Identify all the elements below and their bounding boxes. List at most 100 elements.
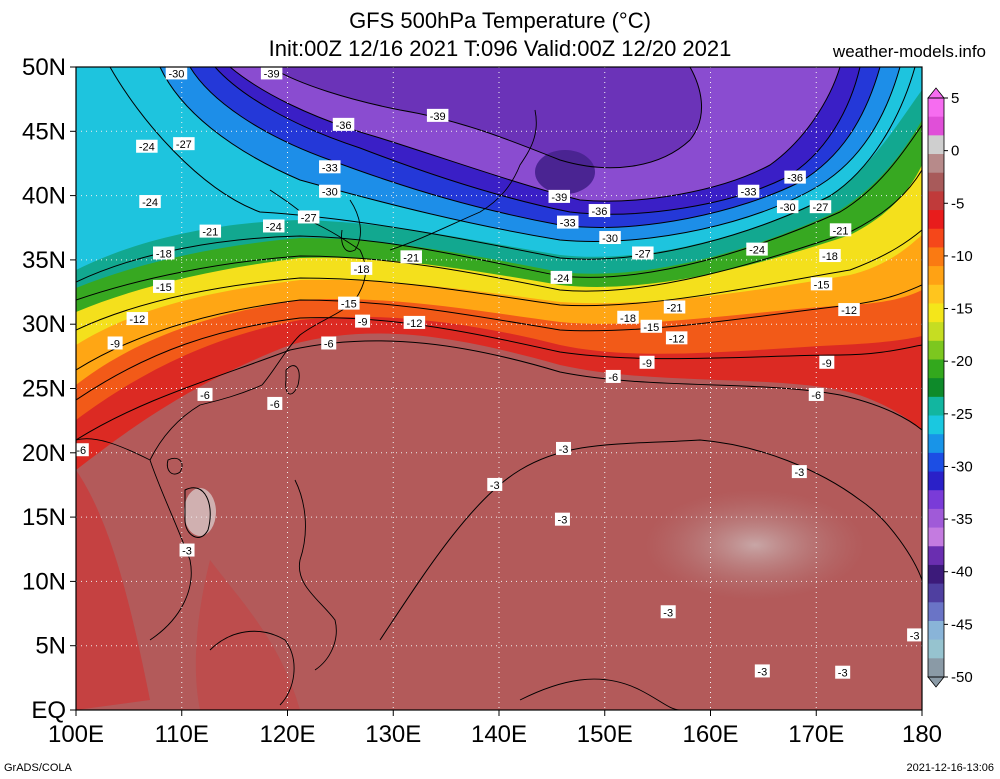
- contour-label-box: [640, 319, 663, 333]
- contour-label-box: [332, 117, 355, 131]
- contour-label: -30: [602, 233, 618, 245]
- colorbar-swatch: [928, 415, 944, 435]
- coast-japan: [389, 109, 537, 251]
- contour-label: -36: [592, 206, 608, 218]
- contour-minus9: [76, 317, 922, 401]
- warm-patch-sw: [76, 470, 150, 710]
- colorbar-swatch: [928, 340, 944, 360]
- colorbar-frame: [927, 97, 945, 678]
- colorbar-tick-label: -25: [951, 406, 973, 423]
- colorbar-swatch: [928, 564, 944, 585]
- contour-minus33: [214, 67, 861, 215]
- contour-label: -9: [642, 358, 652, 370]
- lat-tick-label: 45N: [22, 118, 66, 145]
- colorbar-swatch: [928, 284, 944, 304]
- contour-label-box: [550, 270, 573, 284]
- coast-korea: [341, 199, 361, 252]
- contour-label: -3: [558, 515, 568, 527]
- contour-label-box: [107, 336, 123, 350]
- lat-tick-label: 10N: [22, 568, 66, 595]
- colorbar-swatch: [928, 583, 944, 603]
- colorbar-swatch: [928, 247, 944, 267]
- contour-minus36: [229, 67, 841, 202]
- contour-label: -3: [663, 607, 673, 619]
- coast-taiwan: [285, 365, 300, 395]
- coast-borneo: [209, 630, 295, 706]
- colorbar-swatch: [928, 303, 944, 323]
- contour-label: -6: [811, 390, 821, 402]
- lat-tick-label: 50N: [22, 54, 66, 81]
- contour-minus24: [109, 67, 916, 260]
- lat-tick-label: 15N: [22, 504, 66, 531]
- contour-label-box: [165, 66, 188, 80]
- contour-label-box: [139, 195, 161, 209]
- colorbar-swatch: [928, 639, 944, 659]
- colorbar-swatch: [928, 116, 944, 136]
- colorbar-swatch: [928, 602, 944, 622]
- coast-vietnam: [149, 459, 192, 641]
- contour-label-box: [297, 210, 320, 224]
- colorbar-swatch: [928, 172, 944, 192]
- contour-label-box: [153, 279, 175, 293]
- colorbar-swatch: [928, 98, 944, 118]
- contour-label-box: [263, 219, 285, 233]
- contour-label: -9: [110, 338, 120, 350]
- contour-label: -3: [910, 630, 920, 642]
- lon-tick-label: 110E: [155, 721, 209, 748]
- contour-label: -6: [324, 338, 334, 350]
- contour-label: -27: [176, 139, 192, 151]
- contour-label-box: [588, 204, 611, 218]
- contour-label-box: [260, 66, 283, 80]
- contour-label-box: [639, 355, 655, 369]
- contour-label: -24: [749, 245, 765, 257]
- contour-label-box: [548, 189, 571, 203]
- contour-label: -12: [129, 314, 145, 326]
- contour-label-box: [809, 200, 832, 214]
- colorbar-swatch: [928, 546, 944, 566]
- contour-label: -12: [841, 305, 857, 317]
- colorbar-swatch: [928, 527, 944, 547]
- lat-tick-label: EQ: [31, 697, 66, 724]
- contour-label-box: [338, 296, 360, 310]
- coast-hainan: [166, 457, 183, 475]
- colorbar: 5 0 -5 -10 -15 -20 -25 -30 -35 -40 -45 -50: [927, 87, 973, 688]
- contour-label: -39: [264, 68, 280, 80]
- contour-label: -30: [780, 202, 796, 214]
- colorbar-swatch: [928, 135, 944, 155]
- software-credit: GrADS/COLA: [4, 762, 72, 774]
- colorbar-swatch: [928, 620, 944, 641]
- chart-subtitle: Init:00Z 12/16 2021 T:096 Valid:00Z 12/2…: [268, 36, 732, 61]
- colorbar-swatch: [928, 396, 944, 417]
- contour-label-box: [737, 184, 760, 198]
- contour-label: -3: [757, 666, 767, 678]
- lat-tick-label: 30N: [22, 311, 66, 338]
- contour-label: -18: [354, 264, 370, 276]
- contour-label-box: [153, 246, 175, 260]
- colorbar-swatch: [928, 508, 944, 529]
- contour-minus3: [379, 439, 922, 641]
- contour-label-box: [808, 387, 824, 401]
- contour-label-box: [403, 315, 426, 329]
- contour-label: -6: [608, 372, 618, 384]
- warm-patch-sea: [195, 560, 300, 710]
- lat-tick-label: 35N: [22, 247, 66, 274]
- pale-region-east: [645, 490, 865, 600]
- contour-label-box: [746, 242, 768, 256]
- colorbar-swatch: [928, 452, 944, 473]
- contour-label: -21: [667, 302, 683, 314]
- contour-label: -6: [76, 445, 86, 457]
- lon-tick-label: 180: [902, 721, 942, 748]
- colorbar-tick-label: -30: [951, 458, 973, 475]
- contour-label-box: [776, 200, 799, 214]
- contour-label-box: [319, 184, 341, 198]
- contour-label: -30: [169, 68, 185, 80]
- latitude-axis: 50N 45N 40N 35N 30N 25N 20N 15N 10N 5N EQ: [22, 54, 76, 724]
- colorbar-swatch: [928, 359, 944, 379]
- colorbar-swatch: [928, 658, 944, 678]
- lon-tick-label: 160E: [682, 721, 738, 748]
- contour-label: -15: [814, 279, 830, 291]
- contour-label: -39: [551, 192, 567, 204]
- colorbar-tick-label: -40: [951, 564, 973, 581]
- contour-label-box: [173, 137, 195, 151]
